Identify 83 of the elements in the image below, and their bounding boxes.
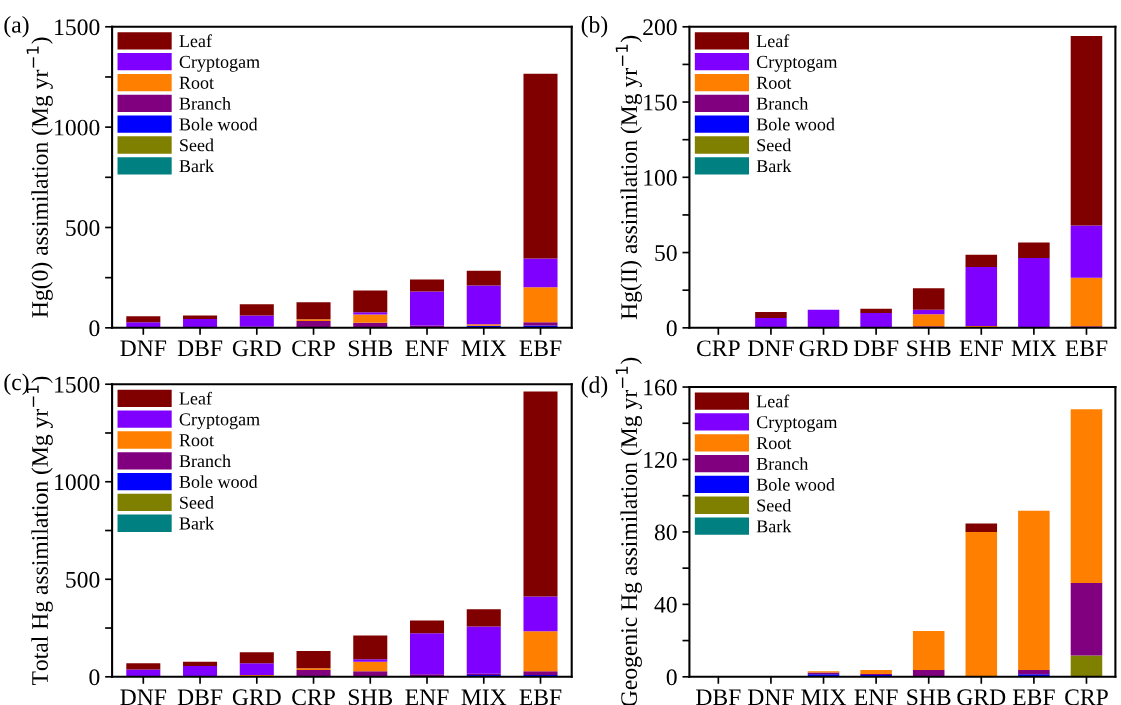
y-tick-label: 40 xyxy=(654,596,677,613)
y-tick-label: 1500 xyxy=(55,376,100,393)
x-tick-label: EBF xyxy=(1065,340,1108,357)
y-tick-label: 500 xyxy=(66,219,100,236)
x-tick-label: MIX xyxy=(461,689,507,705)
legend-label: Bole wood xyxy=(756,478,835,491)
text: (d) xyxy=(581,376,608,398)
legend-label: Root xyxy=(756,76,792,89)
x-tick-label: GRD xyxy=(232,689,281,705)
x-tick-label: EBF xyxy=(519,689,562,705)
x-tick-label: CRP xyxy=(292,340,335,357)
x-tick-label: DNF xyxy=(747,340,794,357)
legend-label: Cryptogam xyxy=(179,55,260,72)
legend-label: Bark xyxy=(179,516,214,530)
legend-label: Bark xyxy=(756,159,792,173)
legend-label: Bole wood xyxy=(756,117,835,131)
y-tick-label: 1000 xyxy=(55,119,100,136)
legend-label: Bole wood xyxy=(179,117,258,131)
y-tick-label: 150 xyxy=(644,94,677,111)
x-tick-label: EBF xyxy=(519,340,562,357)
x-tick-label: DBF xyxy=(696,689,741,705)
y-tick-label: 50 xyxy=(655,245,677,261)
legend-label: Root xyxy=(756,437,792,450)
legend-label: Cryptogam xyxy=(756,55,838,72)
legend-label: Seed xyxy=(180,138,214,152)
y-tick-label: 80 xyxy=(654,524,677,541)
legend-label: Branch xyxy=(179,96,231,110)
x-tick-label: SHB xyxy=(348,689,393,705)
legend-label: Branch xyxy=(179,454,231,468)
y-axis-title: Hg(II) assimilation (Mg yr$^{−1}$) xyxy=(615,35,642,320)
legend-label: Bark xyxy=(756,519,792,533)
x-tick-label: DBF xyxy=(177,340,223,357)
legend-label: Branch xyxy=(756,96,809,110)
y-tick-label: 1500 xyxy=(55,19,100,36)
legend-label: Branch xyxy=(756,457,809,470)
y-tick-label: 1000 xyxy=(55,474,100,491)
legend-label: Leaf xyxy=(179,34,212,48)
y-tick-label: 500 xyxy=(66,571,100,588)
y-tick-label: 120 xyxy=(644,451,677,468)
x-tick-label: MIX xyxy=(801,689,847,705)
legend-label: Root xyxy=(179,434,214,447)
x-tick-label: SHB xyxy=(348,340,393,357)
legend-label: Seed xyxy=(757,498,792,512)
y-tick-label: 200 xyxy=(643,19,677,36)
legend-label: Leaf xyxy=(179,391,212,405)
x-tick-label: DBF xyxy=(853,340,899,357)
x-tick-label: DBF xyxy=(177,689,223,705)
x-tick-label: SHB xyxy=(907,340,951,357)
legend-label: Cryptogam xyxy=(756,416,838,432)
x-tick-label: DNF xyxy=(747,689,794,705)
x-tick-label: CRP xyxy=(697,340,740,357)
x-tick-label: MIX xyxy=(1011,340,1057,357)
text: (b) xyxy=(581,16,608,38)
x-tick-label: GRD xyxy=(232,340,281,357)
x-tick-label: DNF xyxy=(120,689,167,705)
legend-label: Leaf xyxy=(756,34,790,48)
text: (a) xyxy=(4,16,29,38)
legend-label: Bole wood xyxy=(179,475,258,488)
legend-label: Seed xyxy=(757,138,792,152)
x-tick-label: CRP xyxy=(292,689,335,705)
legend-label: Bark xyxy=(179,159,214,173)
x-tick-label: EBF xyxy=(1012,689,1055,705)
x-tick-label: DNF xyxy=(120,340,167,357)
x-tick-label: ENF xyxy=(405,340,449,357)
y-tick-label: 0 xyxy=(89,669,100,686)
y-tick-label: 0 xyxy=(666,320,677,337)
legend-label: Leaf xyxy=(756,394,790,408)
legend-label: Seed xyxy=(180,496,214,509)
x-tick-label: ENF xyxy=(854,689,898,705)
y-axis-title: Hg(0) assimilation (Mg yr$^{−1}$) xyxy=(26,37,53,318)
x-tick-label: SHB xyxy=(907,689,951,705)
y-tick-label: 100 xyxy=(644,169,677,186)
x-tick-label: GRD xyxy=(799,340,848,357)
y-tick-label: 0 xyxy=(89,320,100,337)
y-tick-label: 0 xyxy=(666,669,677,686)
x-tick-label: GRD xyxy=(957,689,1006,705)
y-tick-label: 160 xyxy=(644,379,677,396)
x-tick-label: MIX xyxy=(461,340,507,357)
x-tick-label: ENF xyxy=(959,340,1003,357)
legend-label: Root xyxy=(179,76,214,89)
x-tick-label: CRP xyxy=(1065,689,1108,705)
legend-label: Cryptogam xyxy=(179,413,260,430)
x-tick-label: ENF xyxy=(405,689,449,705)
